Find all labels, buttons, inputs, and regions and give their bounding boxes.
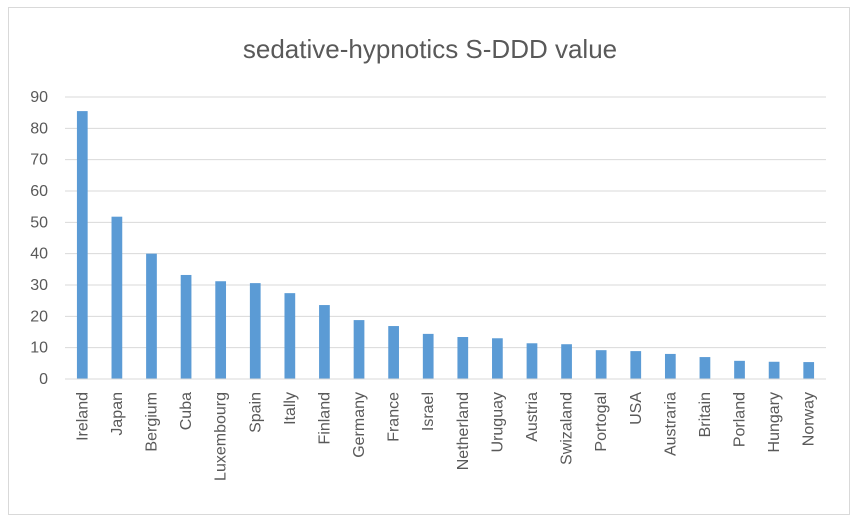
bar xyxy=(526,343,538,379)
x-tick-label: Israel xyxy=(420,392,437,431)
bar xyxy=(180,274,192,379)
x-axis-ticks: Ireland Japan Bergium Cuba Luxembourg Spain It… xyxy=(74,392,817,481)
x-tick-label: Cuba xyxy=(178,392,195,430)
x-tick-label: Bergium xyxy=(143,392,160,452)
y-tick-label: 30 xyxy=(30,277,48,294)
x-tick-label: Hungary xyxy=(766,392,783,452)
x-tick-label: Porland xyxy=(732,392,749,447)
bar xyxy=(319,305,330,379)
bar xyxy=(76,111,88,379)
bar xyxy=(561,344,572,379)
x-tick-label: Uruguay xyxy=(489,392,506,452)
x-tick-label: Netherland xyxy=(455,392,472,470)
x-tick-label: Ireland xyxy=(74,392,91,441)
x-tick-label: USA xyxy=(628,392,645,425)
x-tick-label: Spain xyxy=(247,392,264,433)
bar xyxy=(422,333,434,379)
y-tick-label: 70 xyxy=(30,152,48,169)
y-tick-label: 20 xyxy=(30,308,48,325)
x-tick-label: France xyxy=(386,392,403,442)
y-tick-label: 90 xyxy=(30,89,48,106)
bar xyxy=(768,361,780,379)
bar xyxy=(457,337,469,379)
x-tick-label: Austraria xyxy=(662,392,679,456)
x-tick-label: Austria xyxy=(524,392,541,442)
y-tick-label: 10 xyxy=(30,340,48,357)
bar xyxy=(699,357,711,379)
x-tick-label: Swizaland xyxy=(559,392,576,465)
y-tick-label: 80 xyxy=(30,120,48,137)
y-tick-label: 0 xyxy=(39,371,48,388)
bar xyxy=(388,326,399,379)
bar xyxy=(664,353,676,379)
bar xyxy=(353,320,365,379)
bar xyxy=(111,216,123,379)
gridlines xyxy=(65,96,826,349)
bar xyxy=(249,283,261,379)
x-tick-label: Portogal xyxy=(593,392,610,452)
x-tick-label: Finland xyxy=(316,392,333,444)
bar xyxy=(595,350,607,379)
chart-title: sedative-hypnotics S-DDD value xyxy=(243,34,617,64)
x-tick-label: Britain xyxy=(697,392,714,437)
bars xyxy=(76,111,815,379)
y-tick-label: 60 xyxy=(30,183,48,200)
bar xyxy=(492,338,503,379)
x-tick-label: Japan xyxy=(109,392,126,436)
bar xyxy=(803,362,815,379)
y-tick-label: 50 xyxy=(30,214,48,231)
bar xyxy=(284,293,296,379)
x-tick-label: Norway xyxy=(801,392,818,446)
x-tick-label: Germany xyxy=(351,392,368,458)
y-axis-ticks: 0 10 20 30 40 50 60 70 80 90 xyxy=(30,89,48,388)
y-tick-label: 40 xyxy=(30,246,48,263)
bar xyxy=(215,281,227,379)
x-tick-label: Luxembourg xyxy=(213,392,230,481)
bar xyxy=(630,351,642,379)
bar xyxy=(146,253,157,379)
x-tick-label: Itally xyxy=(282,392,299,425)
bar xyxy=(734,360,745,379)
